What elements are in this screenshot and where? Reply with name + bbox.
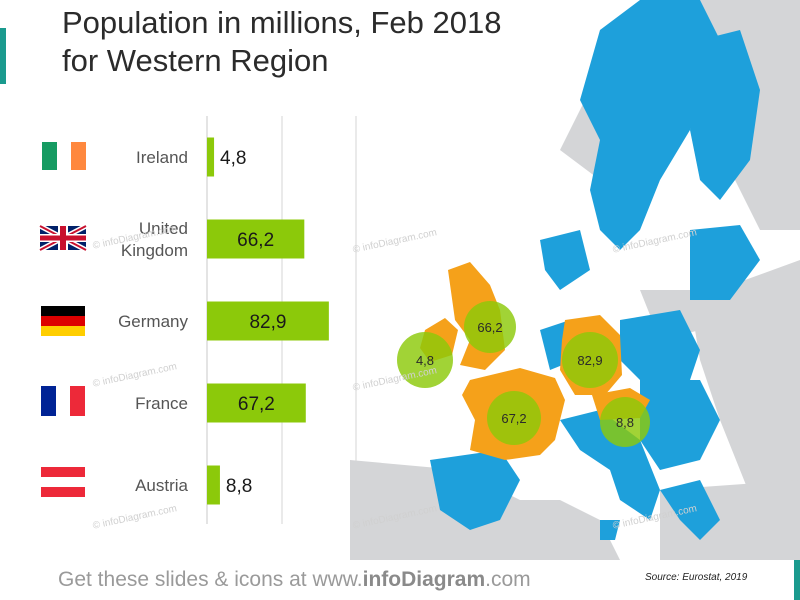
united-kingdom-flag-icon <box>38 223 88 253</box>
bubble-label-ireland: 4,8 <box>416 353 434 368</box>
bar-chart: Ireland United Kingdom Germany France Austria… <box>38 116 357 524</box>
eu-land <box>430 0 760 540</box>
bubble-label-austria: 8,8 <box>616 415 634 430</box>
germany-flag-icon <box>41 306 85 336</box>
title-line-1: Population in millions, Feb 2018 <box>62 5 502 40</box>
country-bubbles: 4,8 66,2 82,9 67,2 8,8 <box>397 301 650 447</box>
bar-united-kingdom <box>207 219 305 259</box>
category-label-united-kingdom: United Kingdom <box>121 219 188 260</box>
ireland-flag-icon <box>42 142 86 170</box>
bubble-germany <box>562 332 618 388</box>
bubble-austria <box>600 397 650 447</box>
bubble-ireland <box>397 332 453 388</box>
category-labels: Ireland United Kingdom Germany France Austria <box>118 148 188 495</box>
bars <box>207 137 329 505</box>
bar-ireland <box>207 137 215 177</box>
accent-tab-right <box>794 556 800 600</box>
value-label-ireland: 4,8 <box>220 148 246 169</box>
category-label-ireland: Ireland <box>136 148 188 167</box>
bubble-label-germany: 82,9 <box>577 353 602 368</box>
footer: Get these slides & icons at www.infoDiag… <box>58 568 531 592</box>
bubble-united-kingdom <box>464 301 516 353</box>
value-label-germany: 82,9 <box>249 312 286 333</box>
bubble-label-united-kingdom: 66,2 <box>477 320 502 335</box>
bar-germany <box>207 301 329 341</box>
category-label-france: France <box>135 394 188 413</box>
value-label-france: 67,2 <box>238 394 275 415</box>
accent-tab <box>0 28 6 84</box>
source-note: Source: Eurostat, 2019 <box>645 572 748 583</box>
bar-austria <box>207 465 220 505</box>
category-label-austria: Austria <box>135 476 188 495</box>
bar-france <box>207 383 306 423</box>
france-flag-icon <box>41 386 85 416</box>
footer-brand: infoDiagram <box>362 568 486 591</box>
austria-flag-icon <box>41 467 85 497</box>
value-label-austria: 8,8 <box>226 476 252 497</box>
flags <box>38 142 88 497</box>
bubble-label-france: 67,2 <box>501 411 526 426</box>
footer-prefix: Get these slides & icons at www. <box>58 568 363 591</box>
title-line-2: for Western Region <box>62 43 329 78</box>
page-title: Population in millions, Feb 2018 for Wes… <box>62 4 501 80</box>
bubble-france <box>487 391 541 445</box>
value-label-united-kingdom: 66,2 <box>237 230 274 251</box>
category-label-germany: Germany <box>118 312 188 331</box>
europe-map: 4,8 66,2 82,9 67,2 8,8 <box>350 0 800 560</box>
footer-suffix: .com <box>485 568 531 591</box>
value-labels: 4,8 66,2 82,9 67,2 8,8 <box>220 148 286 497</box>
